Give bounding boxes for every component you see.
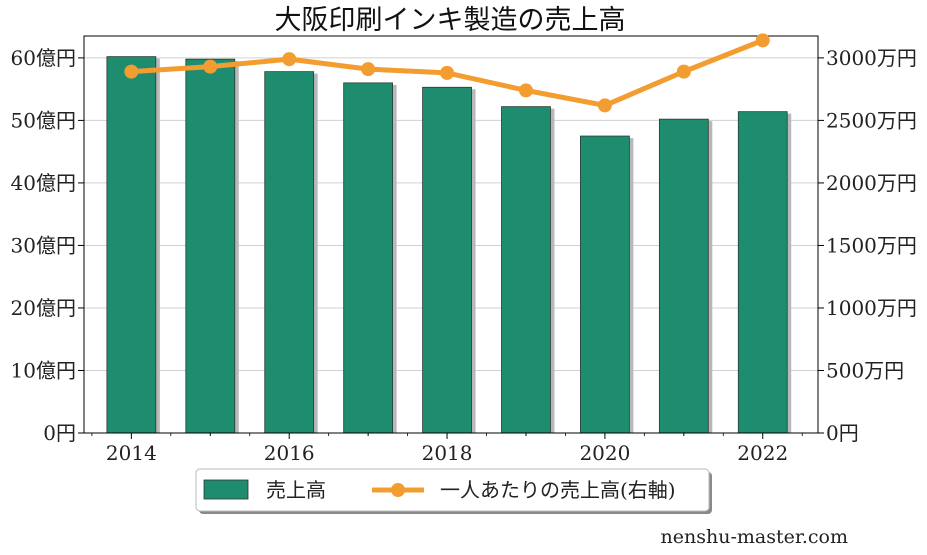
legend-label-sales: 売上高 xyxy=(266,478,326,502)
y-left-tick-label: 10億円 xyxy=(11,358,76,382)
x-tick-label: 2022 xyxy=(737,441,788,465)
line-point xyxy=(282,52,297,67)
y-right-tick-label: 1000万円 xyxy=(826,296,917,320)
bar xyxy=(422,86,472,434)
bar xyxy=(580,135,630,434)
y-left-tick-label: 40億円 xyxy=(11,171,76,195)
y-left-tick-label: 50億円 xyxy=(11,108,76,132)
y-right-tick-label: 500万円 xyxy=(826,358,904,382)
bar xyxy=(343,82,393,434)
y-right-tick-label: 2500万円 xyxy=(826,108,917,132)
x-tick-label: 2016 xyxy=(264,441,315,465)
y-right-tick-label: 0円 xyxy=(826,421,859,445)
bar xyxy=(658,118,709,434)
legend: 売上高 一人あたりの売上高(右軸) xyxy=(195,468,712,514)
bar-series xyxy=(106,56,792,434)
line-point xyxy=(518,83,533,98)
line-point xyxy=(203,59,218,74)
legend-label-per-person: 一人あたりの売上高(右軸) xyxy=(440,478,676,502)
x-tick-label: 2018 xyxy=(422,441,473,465)
watermark: nenshu-master.com xyxy=(661,526,848,548)
bar xyxy=(264,71,315,434)
x-tick-label: 2020 xyxy=(579,441,630,465)
x-tick-label: 2014 xyxy=(106,441,157,465)
y-left-tick-label: 60億円 xyxy=(11,46,76,70)
y-left-tick-label: 20億円 xyxy=(11,296,76,320)
y-left-tick-label: 30億円 xyxy=(11,233,76,257)
line-point xyxy=(440,65,455,80)
line-point xyxy=(755,33,770,48)
bar xyxy=(185,58,236,434)
y-right-tick-label: 3000万円 xyxy=(826,46,917,70)
line-point xyxy=(361,62,376,77)
bar xyxy=(501,106,551,434)
line-point xyxy=(676,64,691,79)
legend-bar-swatch xyxy=(203,479,249,500)
axes: 0円 10億円 20億円 30億円 40億円 50億円 60億円 0円 500万円 1000万円 1… xyxy=(11,46,917,465)
y-right-tick-label: 2000万円 xyxy=(826,171,917,195)
line-series xyxy=(124,33,770,113)
legend-box xyxy=(195,468,710,512)
y-left-tick-label: 0円 xyxy=(43,421,76,445)
y-right-tick-label: 1500万円 xyxy=(826,233,917,257)
plot-frame xyxy=(83,35,819,434)
bar xyxy=(737,111,788,434)
line-point xyxy=(597,98,612,113)
legend-line-marker xyxy=(391,483,405,497)
line-point xyxy=(124,64,139,79)
chart-title: 大阪印刷インキ製造の売上高 xyxy=(275,5,626,36)
bar xyxy=(106,56,157,434)
